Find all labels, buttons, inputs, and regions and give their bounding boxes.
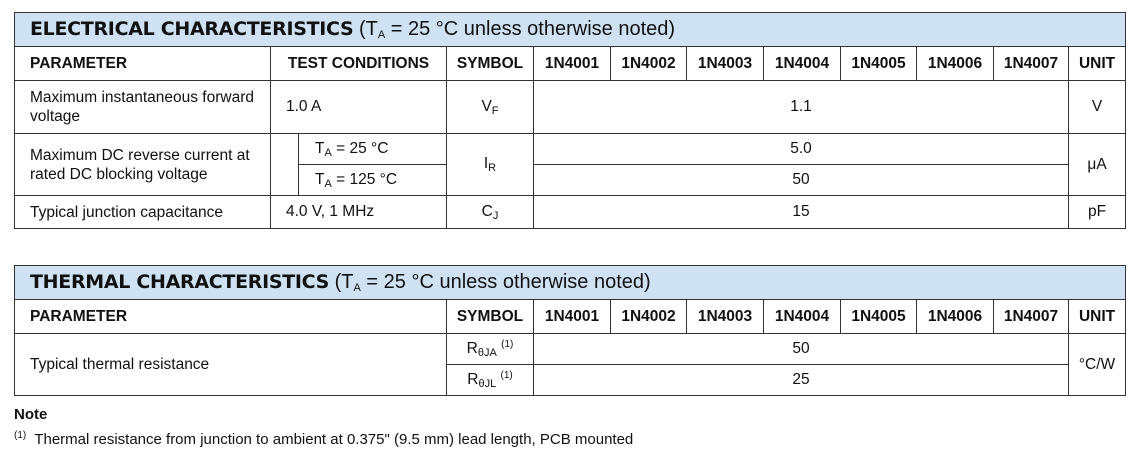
table-title: THERMAL CHARACTERISTICS (TA = 25 °C unle… (13, 265, 1127, 300)
condition-cell: 4.0 V, 1 MHz (270, 195, 447, 229)
col-unit: UNIT (1067, 299, 1127, 334)
unit-cell: μA (1067, 133, 1127, 196)
footnote: (1) Thermal resistance from junction to … (14, 430, 634, 448)
table-row: Maximum DC reverse current at rated DC b… (14, 133, 1127, 196)
col-model: 1N4002 (610, 46, 687, 81)
table-row: Typical thermal resistance RθJA (1) 50 °… (14, 333, 1127, 396)
col-model: 1N4001 (533, 46, 611, 81)
col-symbol: SYMBOL (446, 46, 534, 81)
symbol-cell: CJ (446, 195, 534, 229)
header-row: PARAMETER SYMBOL 1N4001 1N4002 1N4003 1N… (14, 299, 1127, 334)
thermal-characteristics-table: THERMAL CHARACTERISTICS (TA = 25 °C unle… (13, 265, 1127, 396)
table-row: TA = 125 °C 50 (15, 164, 1126, 196)
parameter-cell: Typical thermal resistance (14, 333, 447, 396)
col-unit: UNIT (1067, 46, 1127, 81)
col-parameter: PARAMETER (14, 299, 447, 334)
value-cell: 5.0 (533, 133, 1069, 165)
col-model: 1N4007 (993, 46, 1069, 81)
value-cell: 50 (533, 333, 1069, 365)
electrical-characteristics-table: ELECTRICAL CHARACTERISTICS (TA = 25 °C u… (13, 12, 1127, 229)
col-model: 1N4003 (686, 299, 764, 334)
value-cell: 25 (533, 364, 1069, 396)
empty-cell (270, 133, 299, 196)
col-model: 1N4006 (916, 46, 994, 81)
note-heading: Note (14, 406, 48, 423)
value-cell: 50 (533, 164, 1069, 196)
col-model: 1N4004 (763, 299, 841, 334)
col-parameter: PARAMETER (14, 46, 271, 81)
table-title: ELECTRICAL CHARACTERISTICS (TA = 25 °C u… (13, 12, 1127, 47)
col-model: 1N4006 (916, 299, 994, 334)
col-model: 1N4003 (686, 46, 764, 81)
col-model: 1N4004 (763, 46, 841, 81)
symbol-cell: IR (446, 133, 534, 196)
unit-cell: V (1067, 80, 1127, 134)
symbol-cell: VF (446, 80, 534, 134)
col-symbol: SYMBOL (446, 299, 534, 334)
table-row: Typical junction capacitance 4.0 V, 1 MH… (14, 195, 1127, 229)
table-row: Maximum instantaneous forward voltage 1.… (14, 80, 1127, 134)
value-cell: 15 (533, 195, 1069, 229)
value-cell: 1.1 (533, 80, 1069, 134)
condition-cell: TA = 25 °C (298, 133, 447, 165)
col-test-conditions: TEST CONDITIONS (270, 46, 447, 81)
col-model: 1N4001 (533, 299, 611, 334)
condition-cell: 1.0 A (270, 80, 447, 134)
table-row: RθJL (1) 25 (15, 364, 1126, 396)
col-model: 1N4005 (840, 46, 917, 81)
parameter-cell: Maximum DC reverse current at rated DC b… (14, 133, 271, 196)
parameter-cell: Maximum instantaneous forward voltage (14, 80, 271, 134)
header-row: PARAMETER TEST CONDITIONS SYMBOL 1N4001 … (14, 46, 1127, 81)
parameter-cell: Typical junction capacitance (14, 195, 271, 229)
col-model: 1N4007 (993, 299, 1069, 334)
col-model: 1N4005 (840, 299, 917, 334)
symbol-cell: RθJL (1) (446, 364, 534, 396)
col-model: 1N4002 (610, 299, 687, 334)
symbol-cell: RθJA (1) (446, 333, 534, 365)
condition-cell: TA = 125 °C (298, 164, 447, 196)
unit-cell: pF (1067, 195, 1127, 229)
unit-cell: °C/W (1067, 333, 1127, 396)
